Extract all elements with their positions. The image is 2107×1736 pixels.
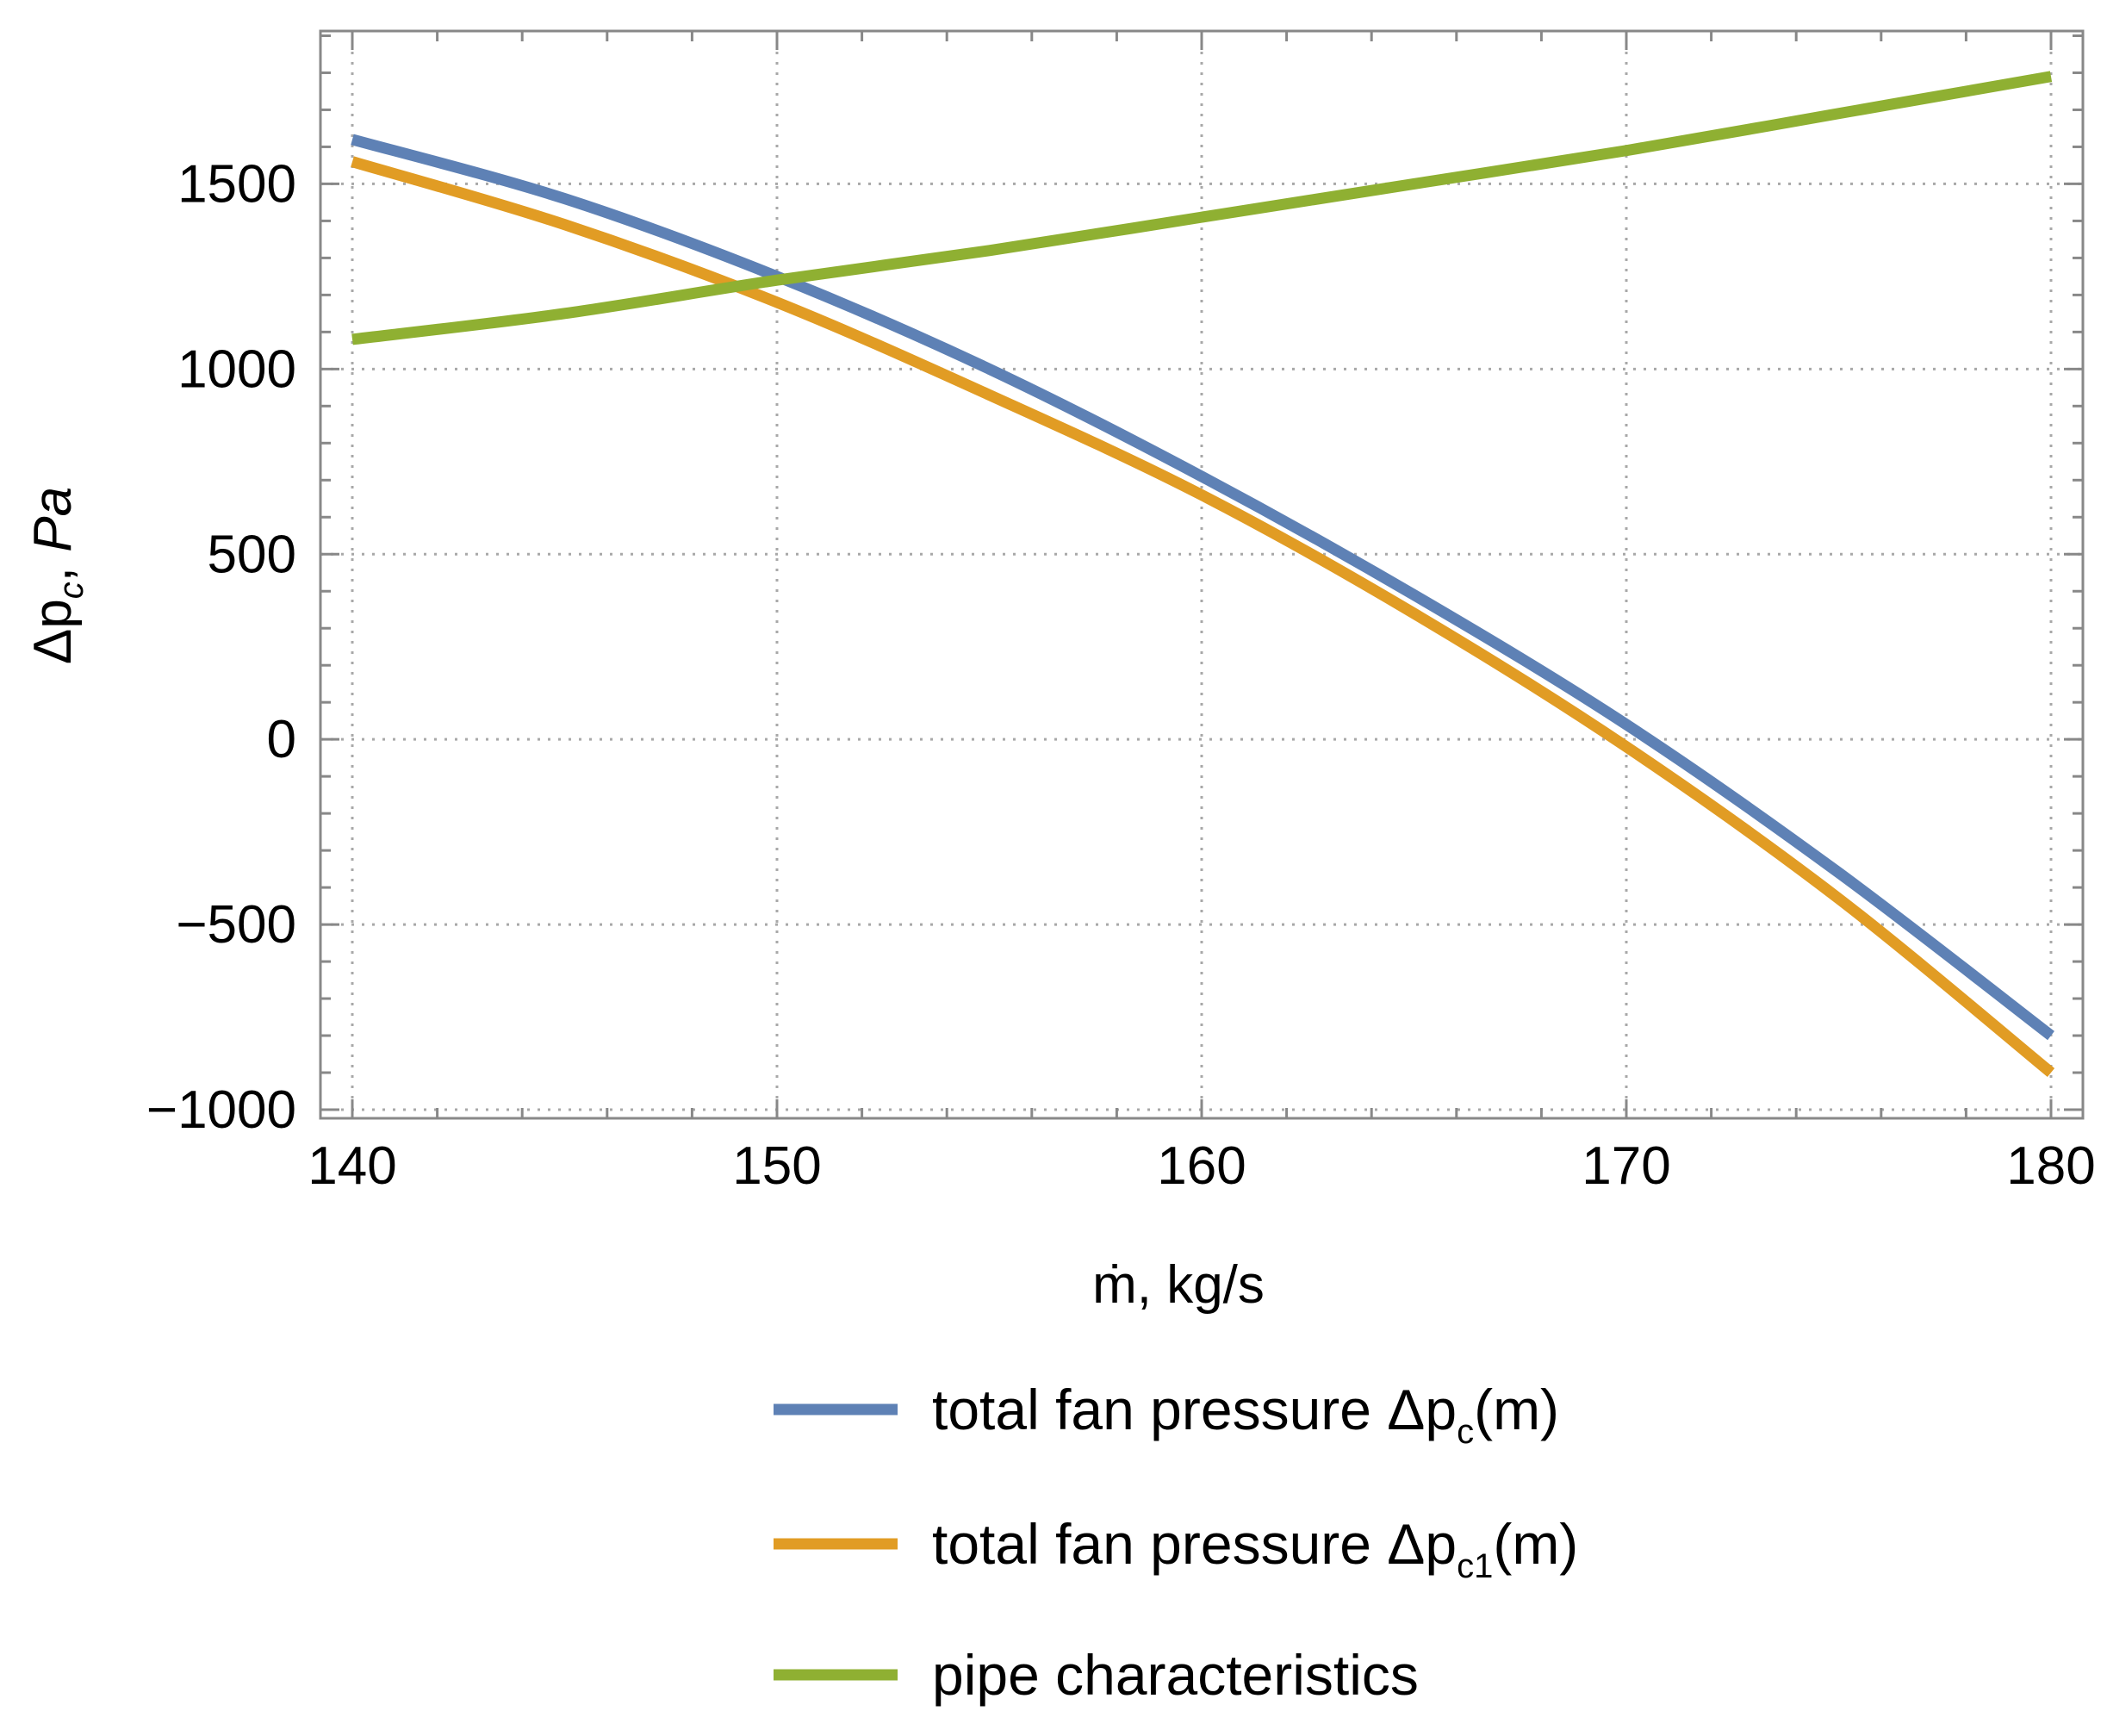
- y-tick-label: 500: [208, 525, 296, 584]
- series-line-3: [351, 71, 2053, 345]
- x-tick-label: 170: [1582, 1136, 1670, 1196]
- x-axis-title: ṁ, kg/s: [1092, 1255, 1265, 1315]
- y-tick-label: 1500: [177, 154, 296, 214]
- y-tick-label: −500: [176, 895, 296, 955]
- x-tick-label: 150: [732, 1136, 821, 1196]
- legend-label-1: total fan pressure Δpc(m): [932, 1378, 1559, 1451]
- y-axis-title-unit: Pa: [23, 487, 83, 552]
- x-tick-label: 160: [1157, 1136, 1246, 1196]
- y-tick-label: −1000: [146, 1080, 296, 1140]
- legend-label-3: pipe characteristics: [932, 1643, 1419, 1707]
- y-axis-title-sub: c: [53, 582, 90, 599]
- series-lines: [351, 71, 2055, 1078]
- legend: total fan pressure Δpc(m) total fan press…: [774, 1378, 1578, 1707]
- y-tick-label: 1000: [177, 339, 296, 399]
- legend-label-2: total fan pressure Δpc1(m): [932, 1512, 1578, 1585]
- axis-ticks: [320, 31, 2083, 1118]
- series-line-2: [351, 156, 2055, 1078]
- plot-frame: [319, 29, 2085, 1120]
- tick-labels: 140 150 160 170 180 −1000 −500 0 500 1000 1500: [146, 154, 2096, 1196]
- y-axis-title-main: Δp: [23, 599, 83, 664]
- series-line-1: [351, 134, 2054, 1041]
- x-tick-label: 140: [308, 1136, 396, 1196]
- x-tick-label: 180: [2006, 1136, 2095, 1196]
- y-axis-title: Δpc, Pa: [23, 487, 90, 664]
- y-tick-label: 0: [267, 710, 296, 769]
